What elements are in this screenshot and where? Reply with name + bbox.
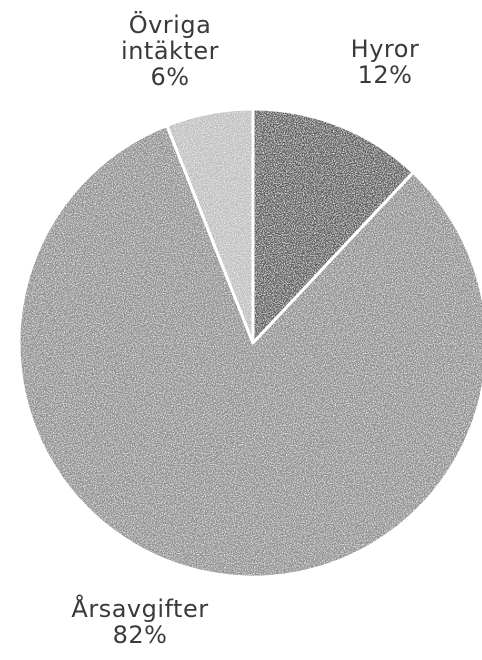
slice-name-hyror: Hyror — [350, 35, 420, 63]
pie-slice-1 — [17, 123, 482, 579]
slice-name-arsavgifter: Årsavgifter — [71, 595, 209, 623]
slice-value-ovriga: 6% — [150, 63, 190, 91]
slice-value-arsavgifter: 82% — [112, 621, 168, 649]
pie-slice-2 — [165, 107, 255, 345]
slice-name-ovriga: Övriga intäkter — [121, 11, 219, 65]
pie-slice-0 — [251, 107, 415, 345]
slice-value-hyror: 12% — [357, 61, 413, 89]
slice-label-hyror: Hyror 12% — [335, 36, 435, 88]
slice-label-ovriga: Övriga intäkter 6% — [105, 12, 235, 90]
slice-label-arsavgifter: Årsavgifter 82% — [55, 596, 225, 648]
